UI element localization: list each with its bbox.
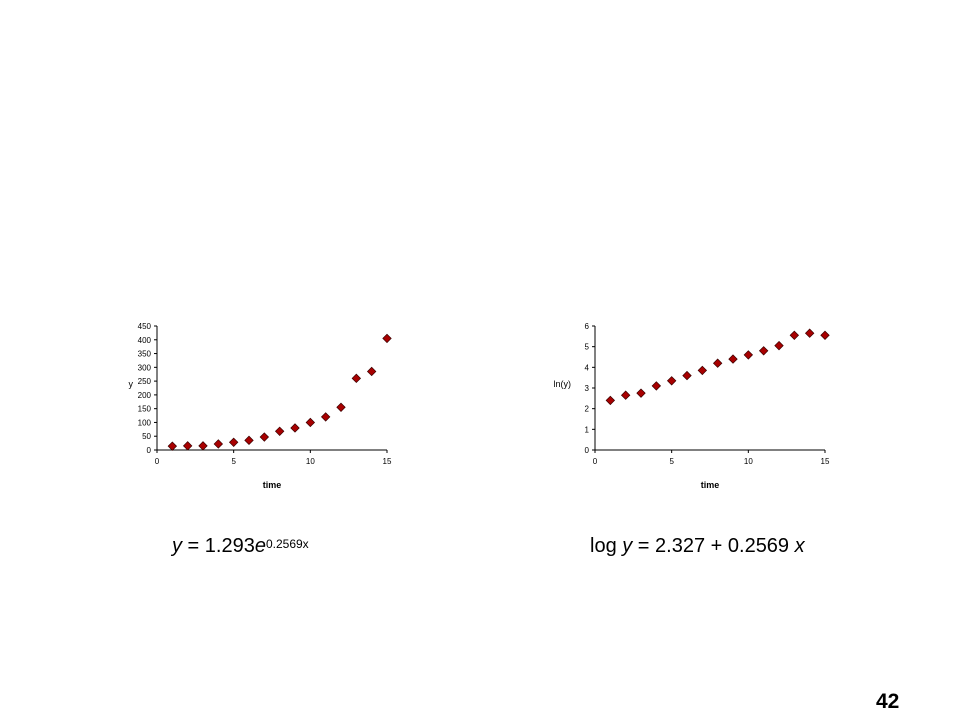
- data-point: [351, 373, 362, 384]
- formula-left-rest: = 1.293: [182, 535, 255, 557]
- data-point: [213, 439, 224, 449]
- data-point: [382, 333, 392, 344]
- y-tick-label: 1: [585, 425, 590, 434]
- page-number: 42: [876, 690, 900, 713]
- data-point: [651, 381, 662, 391]
- x-tick-label: 5: [669, 457, 674, 466]
- x-tick-label: 10: [744, 457, 753, 466]
- x-axis-label: time: [263, 480, 282, 490]
- x-axis-label: time: [701, 480, 720, 490]
- data-point: [336, 402, 346, 412]
- y-tick-label: 3: [585, 384, 590, 393]
- y-tick-label: 300: [138, 363, 152, 372]
- data-point: [182, 441, 193, 451]
- x-tick-label: 15: [383, 457, 392, 466]
- y-axis-label: y: [129, 379, 134, 389]
- formula-left-exponent: 0.2569x: [265, 537, 309, 551]
- data-point: [789, 330, 800, 340]
- y-tick-label: 4: [585, 363, 590, 372]
- scatter-chart-log: 0 1 2 3 4 5 6 0 5 10 15 time ln(y): [550, 318, 870, 498]
- data-point: [320, 412, 331, 422]
- data-point: [743, 350, 754, 360]
- data-point: [198, 441, 208, 451]
- data-point: [712, 358, 723, 368]
- scatter-chart-exponential-svg: 0 50 100 150 200 250 300 350 400 450 0 5 10 15 time y: [129, 322, 392, 490]
- x-tick-label: 5: [231, 457, 236, 466]
- data-point: [274, 426, 285, 436]
- y-tick-label: 0: [585, 446, 590, 455]
- data-point: [605, 395, 616, 406]
- y-tick-label: 0: [147, 446, 152, 455]
- scatter-chart-log-svg: 0 1 2 3 4 5 6 0 5 10 15 time ln(y): [554, 322, 830, 490]
- y-tick-label: 250: [138, 377, 152, 386]
- exponential-formula: y = 1.293e0.2569x: [172, 535, 309, 558]
- data-point: [636, 388, 646, 398]
- data-point: [290, 423, 300, 433]
- formula-right-var2: x: [794, 535, 805, 557]
- log-formula: log y = 2.327 + 0.2569 x: [590, 535, 805, 558]
- y-tick-label: 200: [138, 391, 152, 400]
- data-point: [804, 328, 815, 338]
- x-tick-label: 0: [155, 457, 160, 466]
- y-tick-label: 2: [585, 405, 590, 414]
- formula-right-var: y: [622, 535, 633, 557]
- y-tick-label: 6: [585, 322, 590, 331]
- data-point: [167, 441, 178, 451]
- y-tick-label: 5: [585, 343, 590, 352]
- formula-left-var: y: [172, 535, 182, 557]
- data-point: [259, 432, 270, 442]
- data-point: [305, 417, 316, 428]
- y-tick-label: 150: [138, 405, 152, 414]
- x-tick-label: 15: [821, 457, 830, 466]
- y-tick-label: 50: [142, 432, 151, 441]
- data-point: [820, 330, 830, 340]
- data-point: [366, 366, 377, 377]
- data-point: [758, 346, 769, 356]
- data-point: [728, 354, 738, 364]
- data-point: [697, 365, 708, 376]
- x-tick-label: 0: [593, 457, 598, 466]
- data-point: [774, 340, 784, 351]
- y-tick-label: 100: [138, 418, 152, 427]
- formula-right-rest: = 2.327 + 0.2569: [632, 535, 795, 557]
- data-point: [244, 435, 254, 446]
- data-point: [666, 376, 677, 386]
- data-point: [682, 370, 692, 381]
- y-tick-label: 350: [138, 350, 152, 359]
- scatter-chart-exponential: 0 50 100 150 200 250 300 350 400 450 0 5 10 15 time y: [112, 318, 432, 498]
- formula-right-prefix: log: [590, 535, 623, 557]
- formula-left-e: e: [254, 535, 266, 557]
- x-tick-label: 10: [306, 457, 315, 466]
- y-axis-label: ln(y): [554, 379, 572, 389]
- data-point: [620, 390, 631, 400]
- y-tick-label: 450: [138, 322, 152, 331]
- y-tick-label: 400: [138, 336, 152, 345]
- data-point: [228, 437, 239, 447]
